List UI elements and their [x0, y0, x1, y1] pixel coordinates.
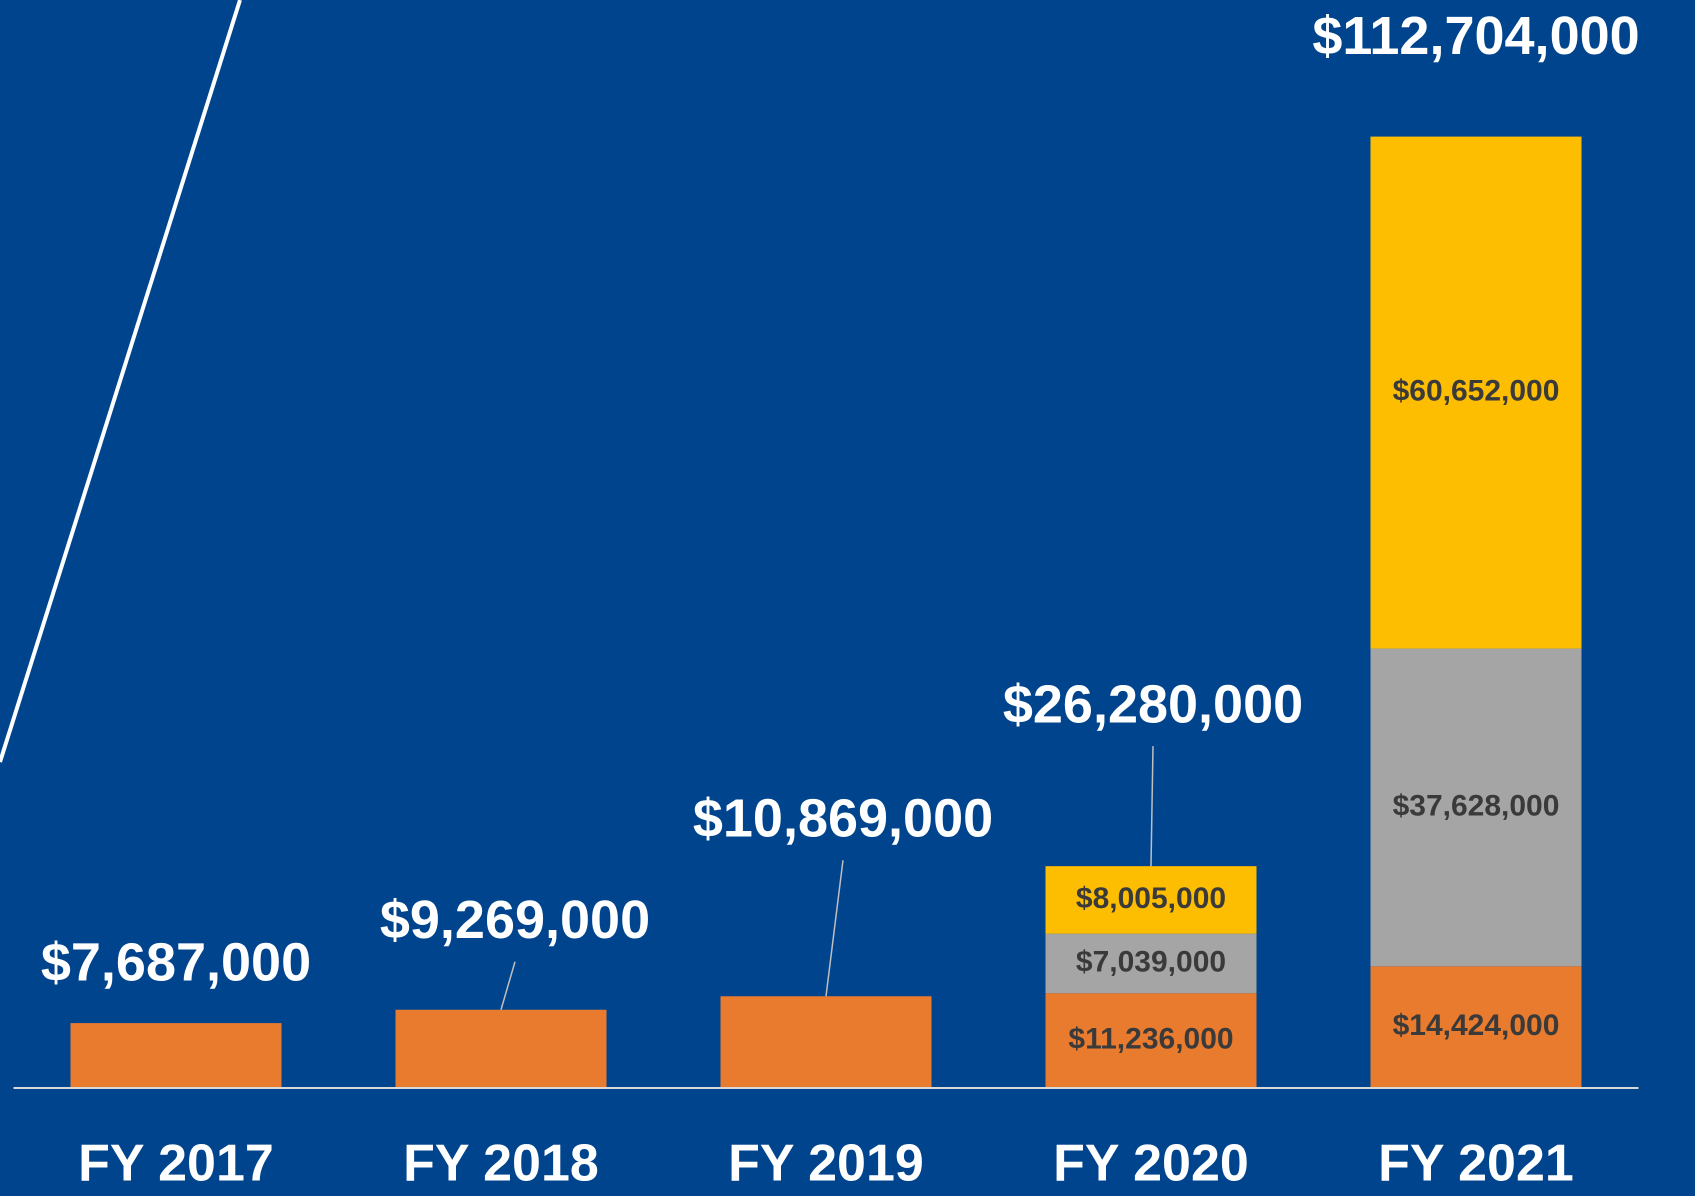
- total-label: $7,687,000: [41, 932, 311, 992]
- segment-label: $8,005,000: [1076, 882, 1226, 915]
- total-label: $10,869,000: [693, 789, 993, 849]
- segment-label: $14,424,000: [1393, 1009, 1560, 1042]
- x-tick-label: FY 2021: [1378, 1135, 1574, 1193]
- bar-segment: [1045, 933, 1257, 994]
- segment-label: $11,236,000: [1068, 1022, 1233, 1055]
- leader-line: [825, 860, 844, 997]
- bar-segment: [1370, 966, 1582, 1088]
- segment-label: $60,652,000: [1393, 375, 1560, 408]
- leader-line: [500, 961, 516, 1010]
- x-tick-label: FY 2020: [1053, 1135, 1249, 1193]
- segment-label: $37,628,000: [1393, 789, 1560, 822]
- segment-label: $7,039,000: [1076, 945, 1226, 978]
- bar-segment: [1370, 648, 1582, 967]
- leader-line: [1150, 746, 1154, 867]
- x-tick-label: FY 2017: [78, 1135, 274, 1193]
- bar-segment: [70, 1023, 282, 1088]
- total-label: $26,280,000: [1003, 674, 1303, 734]
- bar-segment: [1045, 993, 1257, 1088]
- x-tick-label: FY 2018: [403, 1135, 599, 1193]
- bar-segment: [1370, 136, 1582, 649]
- bar-segment: [1045, 866, 1257, 934]
- total-label: $112,704,000: [1312, 6, 1639, 66]
- decorative-line: [0, 0, 242, 763]
- x-tick-label: FY 2019: [728, 1135, 924, 1193]
- bar-segment: [395, 1009, 607, 1088]
- total-label: $9,269,000: [380, 890, 650, 950]
- bar-segment: [720, 996, 932, 1088]
